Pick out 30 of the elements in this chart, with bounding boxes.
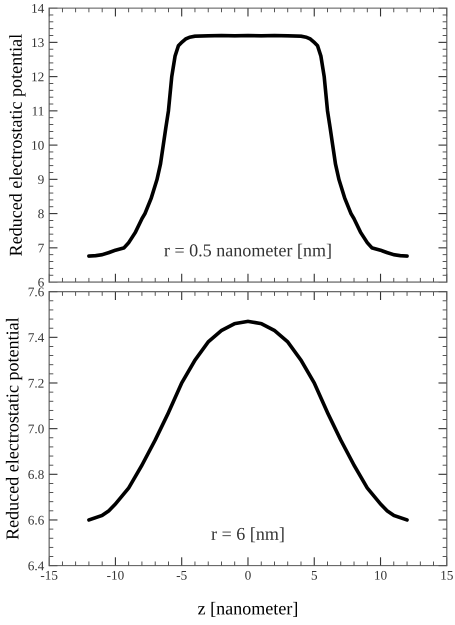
y-tick-label: 13 [32,38,44,48]
annotation: r = 6 [nm] [211,527,284,542]
y-tick-label: 11 [32,106,44,116]
line-series [87,320,409,522]
y-tick-label: 7.4 [28,333,44,342]
x-tick-label: 10 [375,570,387,580]
x-axis-title: z [nanometer] [198,602,298,617]
y-tick-label: 6 [38,278,44,287]
y-tick-label: 9 [38,175,44,184]
y-tick-label: 6.6 [28,516,44,525]
y-tick-label: 7 [38,244,44,252]
y-tick-label: 10 [32,140,44,150]
annotation: r = 0.5 nanometer [nm] [164,244,331,259]
y-tick-label: 7.2 [28,378,44,388]
y-axis-title: Reduced electrostatic potential [6,318,22,540]
x-tick-label: -5 [176,571,187,580]
y-tick-label: 12 [32,72,44,82]
y-tick-label: 7.6 [28,288,44,296]
y-tick-label: 6.4 [28,561,44,570]
x-tick-label: 5 [312,571,318,580]
x-tick-label: -10 [107,570,124,580]
y-tick-label: 7.0 [28,424,44,434]
y-axis-title: Reduced electrostatic potential [9,34,26,256]
y-tick-label: 14 [32,4,44,13]
y-tick-label: 8 [38,209,44,218]
x-tick-label: 0 [245,570,251,580]
x-tick-label: 15 [441,570,453,580]
x-tick-label: -15 [40,570,58,580]
y-tick-label: 6.8 [28,470,44,480]
line-series [87,34,409,258]
